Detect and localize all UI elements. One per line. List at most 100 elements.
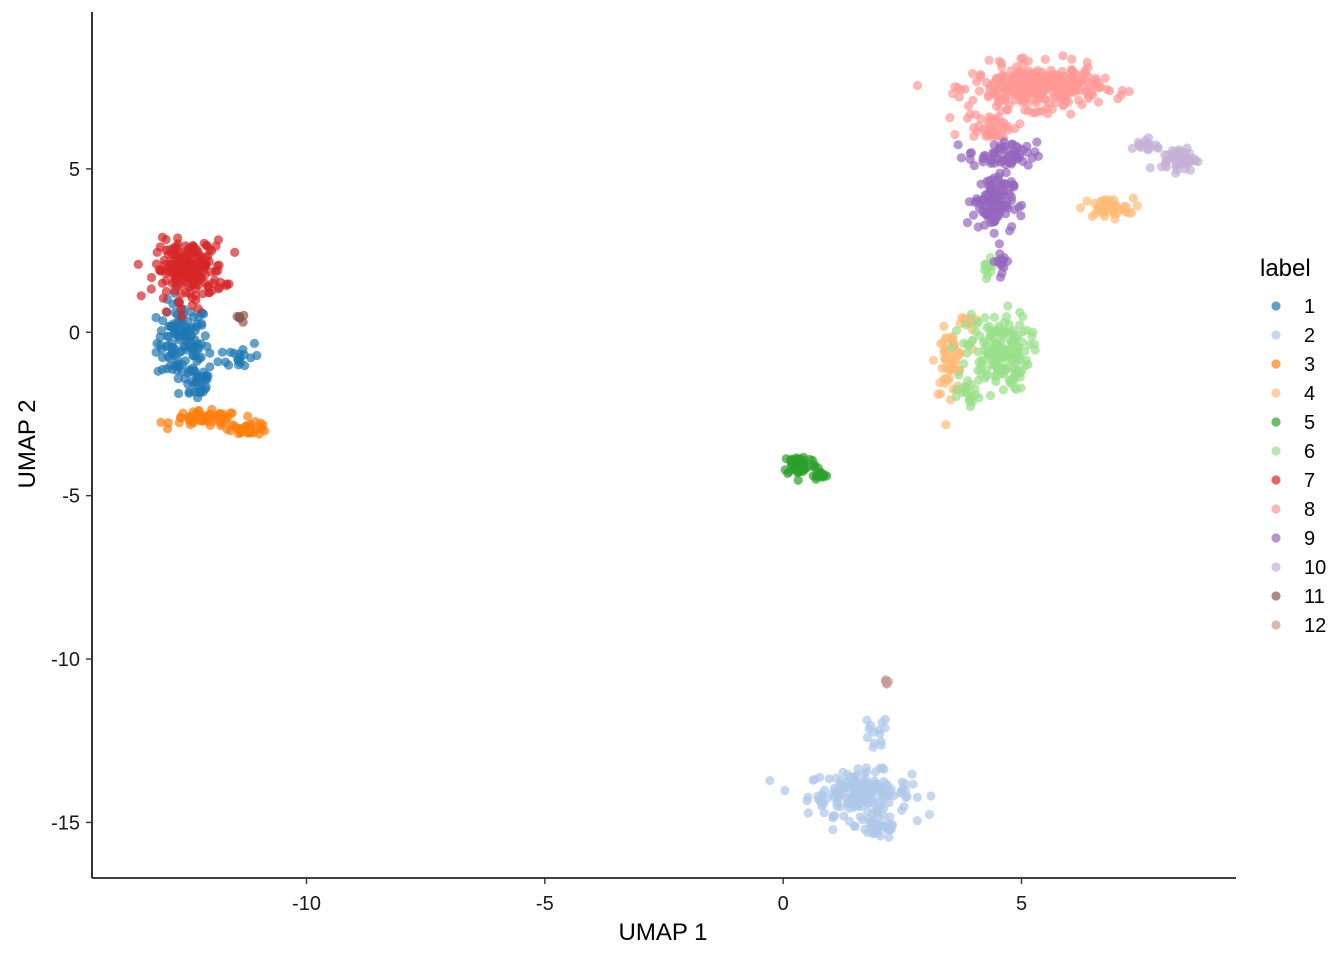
- data-point: [960, 84, 970, 94]
- legend-label: 10: [1304, 557, 1326, 579]
- data-point: [173, 374, 183, 384]
- data-point: [1022, 89, 1032, 99]
- data-point: [1005, 226, 1015, 236]
- data-point: [831, 773, 841, 783]
- data-point: [1014, 202, 1024, 212]
- data-point: [989, 228, 999, 238]
- data-point: [807, 455, 818, 465]
- data-point: [964, 396, 974, 406]
- data-point: [986, 179, 996, 189]
- data-point: [991, 132, 1001, 142]
- data-point: [1003, 301, 1013, 311]
- data-point: [912, 816, 922, 826]
- data-point: [204, 287, 214, 298]
- data-point: [1033, 151, 1043, 161]
- data-point: [151, 259, 161, 269]
- data-point: [941, 420, 951, 430]
- data-point: [924, 809, 935, 820]
- data-point: [1051, 98, 1061, 108]
- data-point: [952, 384, 962, 394]
- legend-label: 1: [1304, 296, 1315, 318]
- data-point: [218, 413, 228, 423]
- data-point: [960, 381, 970, 391]
- data-point: [186, 338, 196, 348]
- data-point: [1151, 140, 1161, 150]
- data-point: [961, 320, 971, 330]
- data-point: [1015, 320, 1025, 330]
- data-point: [1075, 203, 1086, 213]
- legend-item-6: 6: [1271, 441, 1315, 463]
- data-point: [174, 296, 184, 306]
- data-point: [224, 360, 234, 370]
- data-point: [1127, 208, 1137, 218]
- data-point: [951, 326, 962, 336]
- data-point: [1030, 339, 1040, 349]
- data-point: [966, 309, 976, 319]
- data-point: [1074, 76, 1084, 86]
- data-point: [174, 388, 184, 399]
- x-tick-label: 5: [1016, 893, 1027, 915]
- data-point: [194, 354, 204, 364]
- data-point: [1033, 106, 1043, 116]
- data-point: [136, 291, 146, 301]
- data-point: [973, 347, 983, 357]
- data-point: [998, 185, 1008, 195]
- data-point: [838, 767, 848, 777]
- data-point: [1000, 155, 1010, 165]
- data-point: [973, 365, 983, 375]
- data-point: [1020, 105, 1030, 115]
- data-point: [161, 234, 171, 245]
- legend-swatch: [1271, 591, 1281, 601]
- data-point: [982, 342, 992, 352]
- data-point: [1100, 73, 1110, 83]
- y-axis-title: UMAP 2: [14, 400, 41, 489]
- data-point: [1056, 79, 1066, 89]
- data-point: [161, 307, 171, 317]
- data-point: [1006, 342, 1016, 353]
- data-point: [1090, 209, 1100, 219]
- data-point: [1015, 307, 1025, 317]
- series-11: [232, 310, 249, 327]
- data-point: [1170, 152, 1180, 163]
- legend-item-2: 2: [1271, 325, 1315, 347]
- legend-swatch: [1271, 620, 1281, 630]
- data-point: [200, 260, 210, 270]
- data-point: [1022, 141, 1032, 151]
- data-point: [167, 345, 177, 355]
- data-point: [1080, 65, 1090, 75]
- data-point: [1135, 139, 1145, 149]
- data-point: [870, 767, 881, 777]
- data-point: [199, 412, 209, 422]
- data-point: [184, 282, 194, 292]
- data-point: [973, 222, 983, 232]
- data-point: [194, 343, 204, 353]
- data-point: [965, 148, 975, 158]
- data-point: [169, 250, 179, 260]
- data-point: [803, 808, 813, 818]
- data-point: [967, 335, 978, 345]
- data-point: [986, 154, 996, 165]
- data-point: [1002, 256, 1013, 266]
- data-point: [994, 239, 1005, 249]
- data-point: [1066, 109, 1076, 119]
- data-point: [1074, 86, 1084, 96]
- data-point: [875, 831, 885, 841]
- data-point: [1000, 326, 1010, 336]
- series-6: [947, 253, 1040, 412]
- data-point: [205, 244, 215, 255]
- data-point: [881, 678, 891, 688]
- data-point: [879, 804, 889, 814]
- data-point: [907, 769, 917, 779]
- data-point: [157, 364, 167, 375]
- data-point: [1016, 383, 1026, 393]
- data-point: [958, 338, 969, 348]
- data-point: [235, 313, 245, 323]
- data-point: [884, 832, 894, 842]
- data-point: [161, 276, 171, 286]
- data-point: [799, 464, 809, 474]
- data-point: [962, 113, 973, 123]
- data-point: [908, 779, 918, 789]
- data-point: [189, 272, 199, 282]
